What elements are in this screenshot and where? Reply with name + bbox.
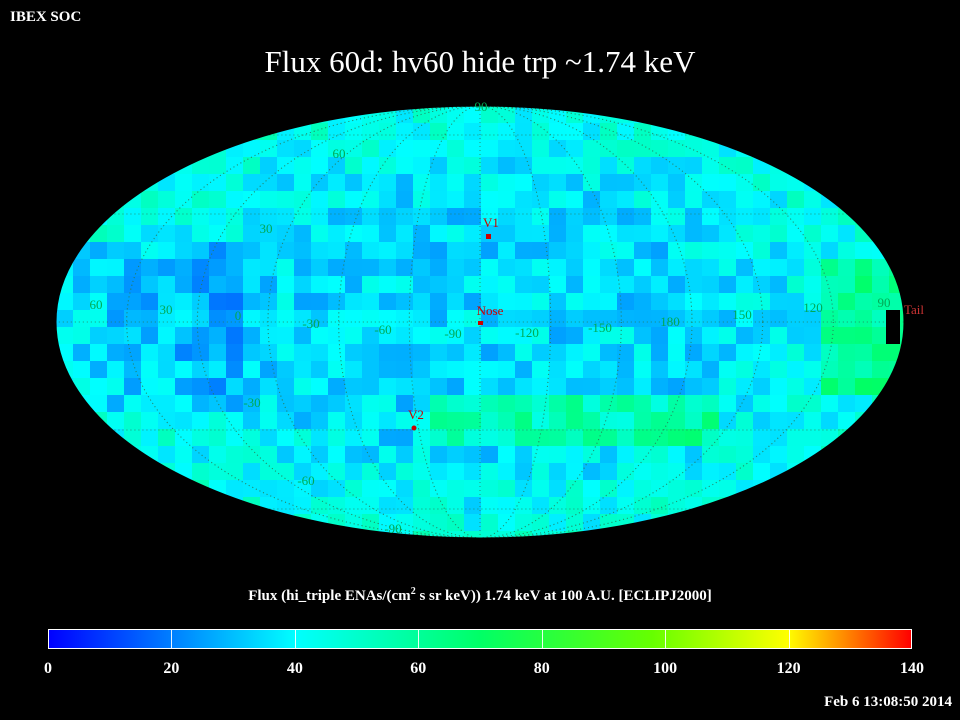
lat-label-30: 30	[260, 221, 273, 236]
tail-black-patch	[886, 310, 900, 344]
lon-label-120: 120	[803, 300, 823, 315]
lon-label-30: 30	[160, 302, 173, 317]
marker-v2-label: V2	[408, 407, 424, 422]
colorbar-tick-label: 140	[900, 660, 924, 677]
lat-label-neg30: -30	[243, 395, 260, 410]
colorbar-tick-label: 40	[286, 660, 303, 677]
lon-label-0: 0	[235, 308, 242, 323]
lon-label-90: 90	[878, 295, 891, 310]
marker-nose-label: Nose	[477, 303, 504, 318]
colorbar-tick-label: 80	[533, 660, 550, 677]
lon-label-neg150: -150	[588, 320, 612, 335]
map-title: Flux 60d: hv60 hide trp ~1.74 keV	[264, 44, 696, 79]
lon-label-180: 180	[660, 314, 680, 329]
lon-label-neg30: -30	[302, 316, 319, 331]
marker-v1-dot	[486, 234, 491, 239]
flux-pixels	[56, 106, 904, 538]
colorbar	[48, 629, 912, 649]
timestamp: Feb 6 13:08:50 2014	[824, 694, 952, 710]
lon-label-neg90: -90	[444, 326, 461, 341]
lat-label-90: 90	[475, 99, 488, 114]
colorbar-tick-label: 100	[653, 660, 678, 677]
colorbar-tick	[294, 630, 296, 648]
colorbar-tick	[171, 630, 173, 648]
colorbar-tick-label: 120	[776, 660, 801, 677]
lat-label-neg60: -60	[297, 473, 314, 488]
colorbar-tick	[788, 630, 790, 648]
colorbar-tick	[665, 630, 667, 648]
colorbar-tick	[541, 630, 543, 648]
marker-nose-dot	[478, 321, 483, 325]
marker-v1-label: V1	[483, 215, 499, 230]
colorbar-title: Flux (hi_triple ENAs/(cm2 s sr keV)) 1.7…	[248, 586, 712, 604]
graticule	[56, 106, 904, 538]
colorbar-tick	[418, 630, 420, 648]
colorbar-tick-label: 20	[163, 660, 180, 677]
colorbar-tick-label: 0	[44, 660, 52, 677]
org-label: IBEX SOC	[10, 9, 82, 25]
colorbar-tick-label: 60	[410, 660, 427, 677]
lat-label-60: 60	[333, 146, 346, 161]
marker-tail-label: Tail	[904, 302, 924, 317]
lon-label-60: 60	[90, 297, 103, 312]
lon-label-neg60: -60	[374, 322, 391, 337]
marker-v2-dot	[411, 425, 417, 431]
lon-label-150: 150	[732, 307, 752, 322]
lat-label-neg90: -90	[384, 521, 401, 536]
lon-label-neg120: -120	[515, 325, 539, 340]
